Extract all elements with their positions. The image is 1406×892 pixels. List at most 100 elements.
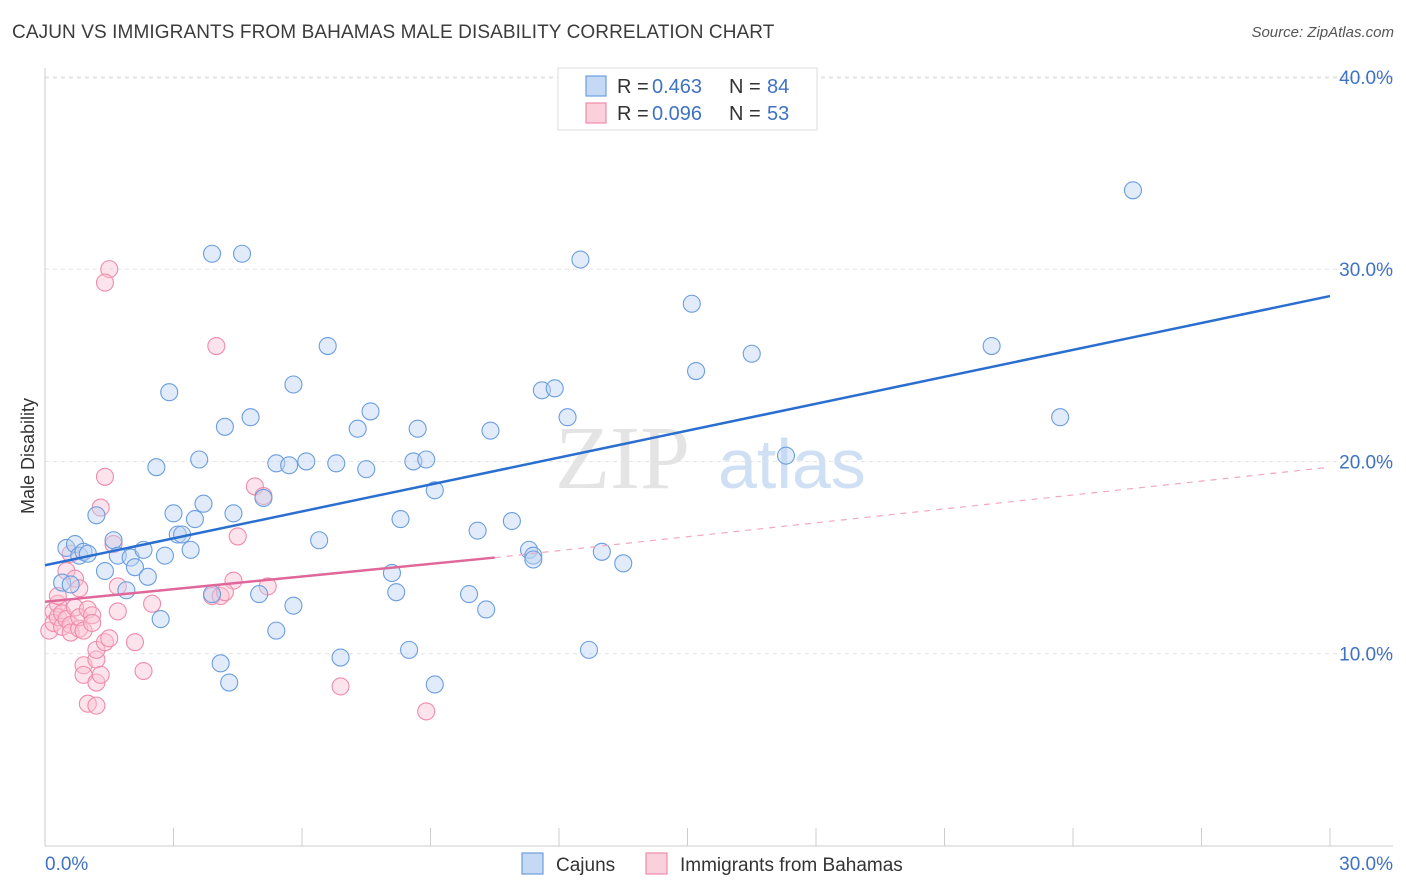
bahamas-point [70, 579, 89, 598]
cajun-point [425, 675, 444, 694]
cajun-point [117, 581, 136, 600]
watermark-atlas: atlas [718, 425, 866, 503]
legend-n-value-2: 53 [767, 103, 789, 125]
cajun-point [545, 379, 564, 398]
cajun-point [155, 546, 174, 565]
cajun-point [776, 446, 796, 465]
legend-n-label-2: N = [729, 103, 761, 125]
cajun-point [250, 585, 269, 604]
x-tick-label-min: 0.0% [45, 854, 88, 875]
y-tick-label: 10.0% [1339, 645, 1393, 666]
cajun-point [194, 494, 213, 513]
bahamas-point [95, 467, 115, 486]
cajun-point [682, 294, 701, 313]
cajun-point [104, 531, 123, 550]
watermark-zip: ZIP [555, 409, 690, 508]
cajun-point [220, 673, 239, 692]
cajun-point [164, 504, 183, 523]
cajun-point [425, 481, 444, 500]
cajun-point [284, 596, 303, 615]
cajun-point [215, 417, 234, 436]
grid-lines [45, 76, 1393, 655]
x-tick-label-max: 30.0% [1339, 854, 1393, 875]
bahamas-point [104, 535, 123, 554]
bahamas-point [87, 696, 106, 715]
cajun-point [254, 488, 273, 508]
cajun-point [280, 456, 299, 475]
bahamas-trend-extension [494, 466, 1331, 559]
cajun-point [687, 361, 706, 381]
bahamas-point [331, 677, 350, 696]
legend-r-label-2: R = [617, 103, 649, 125]
cajun-point [391, 510, 410, 529]
cajun-point [95, 561, 115, 581]
legend-r-label-1: R = [617, 76, 649, 98]
x-ticks [44, 828, 1331, 846]
cajun-point [78, 544, 97, 563]
cajun-point [61, 575, 80, 594]
bahamas-points [40, 260, 436, 721]
legend-swatch-cajuns [585, 75, 607, 97]
cajun-point [982, 336, 1001, 356]
legend-r-value-1: 0.463 [652, 76, 702, 98]
bottom-legend-label-cajuns: Cajuns [556, 855, 615, 876]
cajun-point [357, 460, 376, 479]
cajun-point [181, 540, 200, 559]
cajun-point [614, 554, 633, 573]
cajun-point [481, 421, 500, 440]
cajun-point [297, 452, 316, 471]
bahamas-point [417, 702, 436, 721]
cajun-point [318, 336, 337, 356]
cajun-point [571, 250, 590, 269]
y-tick-labels: 10.0% 20.0% 30.0% 40.0% [1339, 68, 1393, 666]
bahamas-point [100, 260, 119, 279]
cajun-point [203, 585, 222, 604]
cajun-point [524, 550, 543, 569]
bahamas-point [100, 629, 119, 648]
cajun-point [190, 450, 209, 469]
chart-title: CAJUN VS IMMIGRANTS FROM BAHAMAS MALE DI… [12, 22, 775, 43]
cajun-point [468, 521, 487, 540]
cajun-point [361, 402, 380, 421]
cajun-point [408, 419, 427, 438]
bahamas-point [143, 594, 162, 613]
top-legend: R = 0.463 N = 84 R = 0.096 N = 53 [557, 67, 818, 131]
cajun-point [203, 244, 222, 263]
cajun-point [524, 546, 543, 565]
legend-n-value-1: 84 [767, 76, 789, 98]
cajun-point [348, 419, 367, 438]
cajun-point [160, 383, 179, 402]
bottom-legend: Cajuns Immigrants from Bahamas [521, 852, 903, 876]
bahamas-point [83, 606, 102, 625]
trend-lines [44, 294, 1331, 604]
cajun-point [327, 454, 346, 473]
cajun-point [459, 585, 479, 604]
bahamas-point [134, 661, 153, 681]
cajuns-trend-line [44, 294, 1331, 567]
cajun-point [502, 511, 521, 531]
axes [44, 68, 1393, 847]
cajun-point [742, 344, 761, 363]
bahamas-point [83, 613, 102, 632]
cajun-point [558, 408, 577, 427]
cajun-point [310, 531, 329, 550]
cajuns-points [53, 181, 1143, 694]
y-tick-label: 40.0% [1339, 68, 1393, 89]
cajun-point [592, 542, 611, 561]
cajun-point [400, 640, 419, 659]
source-label: Source: ZipAtlas.com [1251, 24, 1394, 41]
legend-swatch-bahamas [585, 102, 607, 124]
cajun-point [477, 600, 496, 619]
bottom-legend-label-bahamas: Immigrants from Bahamas [680, 855, 903, 876]
bahamas-point [228, 527, 247, 546]
legend-r-value-2: 0.096 [652, 103, 702, 125]
cajun-point [224, 504, 243, 523]
cajun-point [241, 408, 260, 427]
cajun-point [331, 648, 350, 667]
cajun-point [185, 510, 204, 529]
cajun-point [387, 583, 406, 602]
cajun-point [87, 506, 106, 525]
cajun-point [284, 375, 303, 394]
cajun-point [267, 621, 286, 640]
